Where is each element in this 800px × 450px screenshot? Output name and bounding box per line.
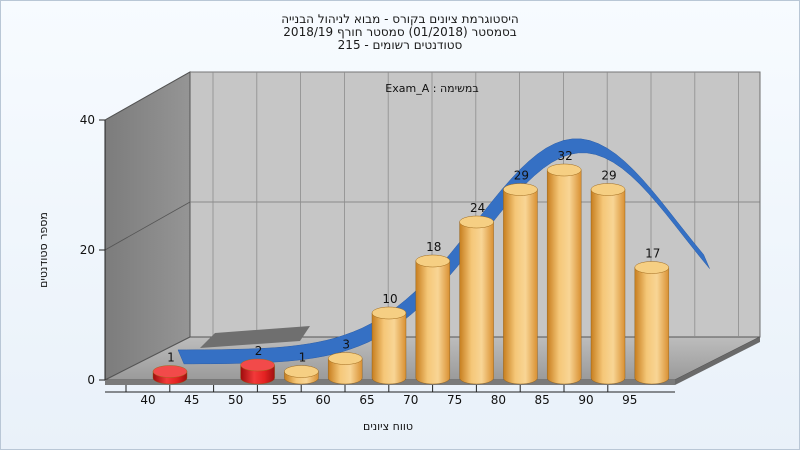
bar-body xyxy=(547,169,582,385)
distribution-curve xyxy=(177,138,710,365)
x-axis: 40 45 50 55 60 65 70 75 80 85 90 95 xyxy=(105,385,675,407)
bar-value-label: 10 xyxy=(382,292,397,306)
distribution-curve-ribbon xyxy=(177,138,710,365)
x-tick-label: 50 xyxy=(228,393,243,407)
x-tick-label: 40 xyxy=(140,393,155,407)
bar-top xyxy=(503,183,538,196)
y-axis-label: מספר סטודנטים xyxy=(37,212,50,288)
x-tick-label: 75 xyxy=(447,393,462,407)
bar-40 xyxy=(152,365,188,385)
bar-65 xyxy=(371,306,407,385)
bar-body xyxy=(634,267,669,385)
bar-labels: 1 2 1 3 10 18 24 29 32 29 17 xyxy=(167,149,660,365)
x-tick-label: 55 xyxy=(272,393,287,407)
bar-value-label: 1 xyxy=(299,351,307,365)
y-tick-label: 0 xyxy=(87,373,95,387)
bar-value-label: 1 xyxy=(167,351,175,365)
x-tick-label: 80 xyxy=(491,393,506,407)
gridline xyxy=(104,71,191,121)
x-tick-label: 60 xyxy=(316,393,331,407)
bar-55 xyxy=(284,365,319,385)
bar-80 xyxy=(503,183,538,385)
y-tick-label: 20 xyxy=(80,243,95,257)
bar-value-label: 3 xyxy=(342,338,350,352)
bar-body xyxy=(415,260,450,385)
x-tick-label: 65 xyxy=(359,393,374,407)
bar-top xyxy=(546,163,582,177)
bar-value-label: 32 xyxy=(558,149,573,163)
bar-value-label: 18 xyxy=(426,240,441,254)
bar-70 xyxy=(415,254,451,385)
y-axis: 0 20 40 xyxy=(80,113,106,387)
bars xyxy=(152,163,670,385)
bar-90 xyxy=(590,183,626,385)
y-tick-label: 40 xyxy=(80,113,95,127)
bar-body xyxy=(371,312,407,385)
bar-top xyxy=(371,306,407,320)
bar-value-label: 2 xyxy=(255,344,263,358)
exam-annotation: במשימה : Exam_A xyxy=(385,82,478,95)
curve-zero-tail xyxy=(200,326,310,348)
x-tick-label: 95 xyxy=(622,393,637,407)
bar-body xyxy=(590,189,626,385)
chart-title-line-1: היסטוגרמת ציונים בקורס - מבוא לניהול הבנ… xyxy=(281,12,519,26)
bar-75 xyxy=(459,215,494,385)
bar-body xyxy=(503,189,538,385)
bar-body xyxy=(459,221,494,385)
bar-top xyxy=(415,254,451,268)
chart-title-line-2: בסמסטר (01/2018) סמסטר חורף 2018/19 xyxy=(283,25,517,39)
x-tick-label: 85 xyxy=(535,393,550,407)
x-tick-label: 45 xyxy=(184,393,199,407)
bar-60 xyxy=(327,352,363,385)
bar-top xyxy=(590,183,626,196)
bar-top xyxy=(240,358,275,372)
bar-top xyxy=(459,215,494,229)
x-axis-label: טווח ציונים xyxy=(363,420,413,433)
bar-value-label: 29 xyxy=(601,169,616,183)
chart-title-line-3: סטודנטים רשומים - 215 xyxy=(337,38,463,52)
bar-body xyxy=(328,358,363,385)
bar-85 xyxy=(546,163,582,385)
bar-95 xyxy=(634,261,670,385)
bar-top xyxy=(327,352,363,365)
bar-value-label: 17 xyxy=(645,247,660,261)
x-tick-label: 70 xyxy=(403,393,418,407)
x-tick-label: 90 xyxy=(578,393,593,407)
bar-top xyxy=(152,365,188,378)
bar-value-label: 24 xyxy=(470,201,485,215)
bar-top xyxy=(634,261,670,274)
right-floor-edge xyxy=(675,337,760,385)
gridline xyxy=(104,201,191,251)
bar-50 xyxy=(240,358,275,385)
bar-top xyxy=(284,365,319,378)
bar-value-label: 29 xyxy=(514,169,529,183)
